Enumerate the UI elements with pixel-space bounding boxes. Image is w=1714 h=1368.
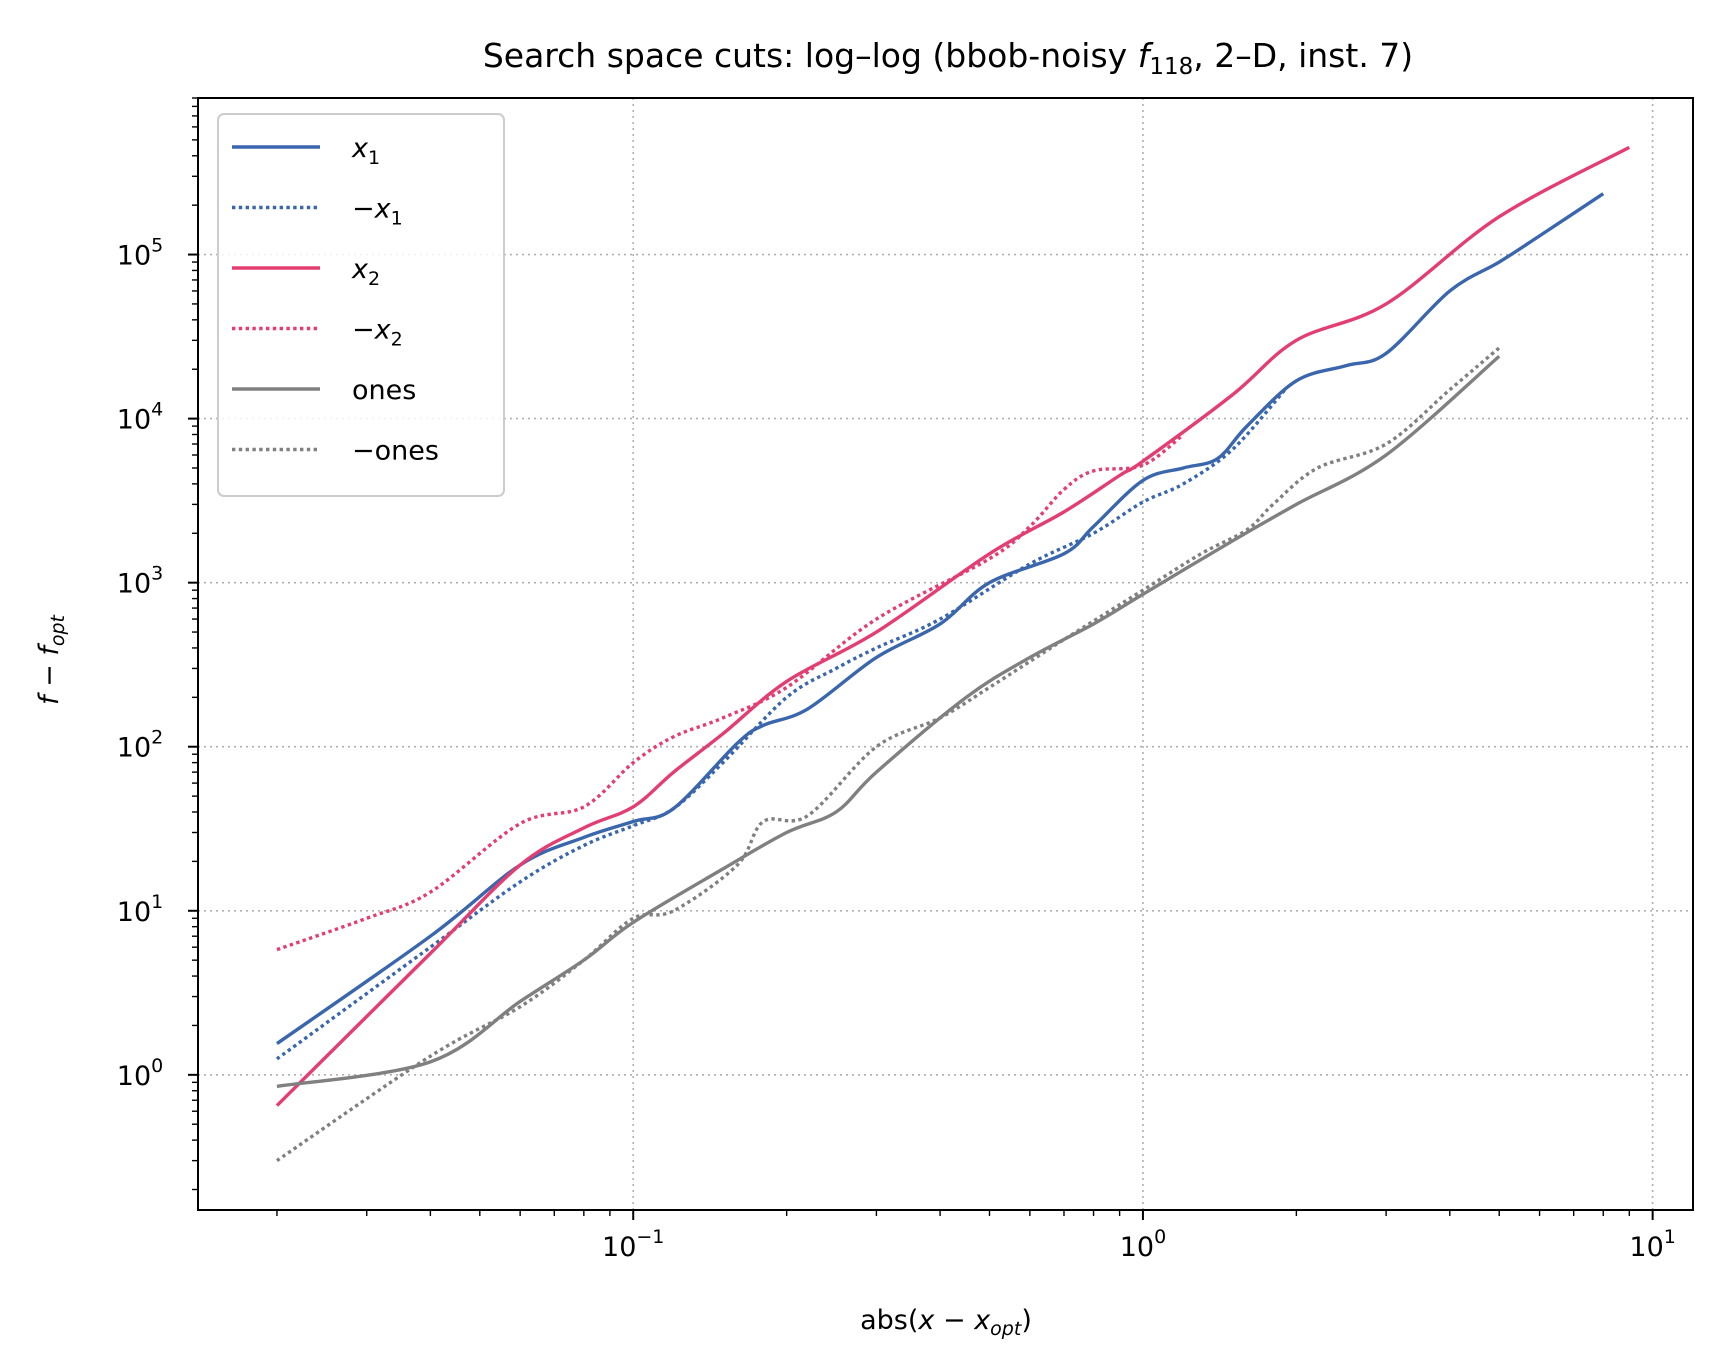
legend-label-x2: x2 <box>351 254 380 290</box>
y-tick-label: 105 <box>117 235 163 272</box>
legend-label-neg-x2: −x2 <box>352 315 403 351</box>
x-tick-label: 101 <box>1629 1226 1675 1263</box>
y-tick-label: 103 <box>117 563 163 600</box>
legend-label-x1: x1 <box>351 133 380 169</box>
legend-label-neg-ones: −ones <box>352 436 439 467</box>
legend-label-neg-x1: −x1 <box>352 194 403 230</box>
series-line-neg-ones <box>275 346 1501 1163</box>
y-tick-label: 104 <box>117 399 163 436</box>
legend: x1 −x1 x2 −x2 ones −ones <box>217 113 505 497</box>
series-line-x2 <box>275 145 1631 1107</box>
x-axis-label: abs(x − xopt) <box>860 1305 1032 1340</box>
legend-label-ones: ones <box>352 375 416 406</box>
plot-frame <box>197 97 1694 1211</box>
series-line-neg-x2 <box>276 433 1185 952</box>
chart-title: Search space cuts: log–log (bbob-noisy f… <box>483 36 1413 80</box>
y-tick-label: 100 <box>117 1055 163 1092</box>
series-line-neg-x1 <box>275 388 1287 1061</box>
axis-ticks: 10−1 100 101 100 101 102 103 104 105 <box>117 97 1676 1263</box>
series-group <box>275 145 1631 1163</box>
y-tick-label: 102 <box>117 727 163 764</box>
y-tick-label: 101 <box>117 891 163 928</box>
y-axis-label: f − fopt <box>34 613 69 704</box>
x-tick-label: 100 <box>1120 1226 1166 1263</box>
legend-box <box>217 113 505 497</box>
x-tick-label: 10−1 <box>602 1226 664 1263</box>
series-line-ones <box>276 354 1501 1089</box>
